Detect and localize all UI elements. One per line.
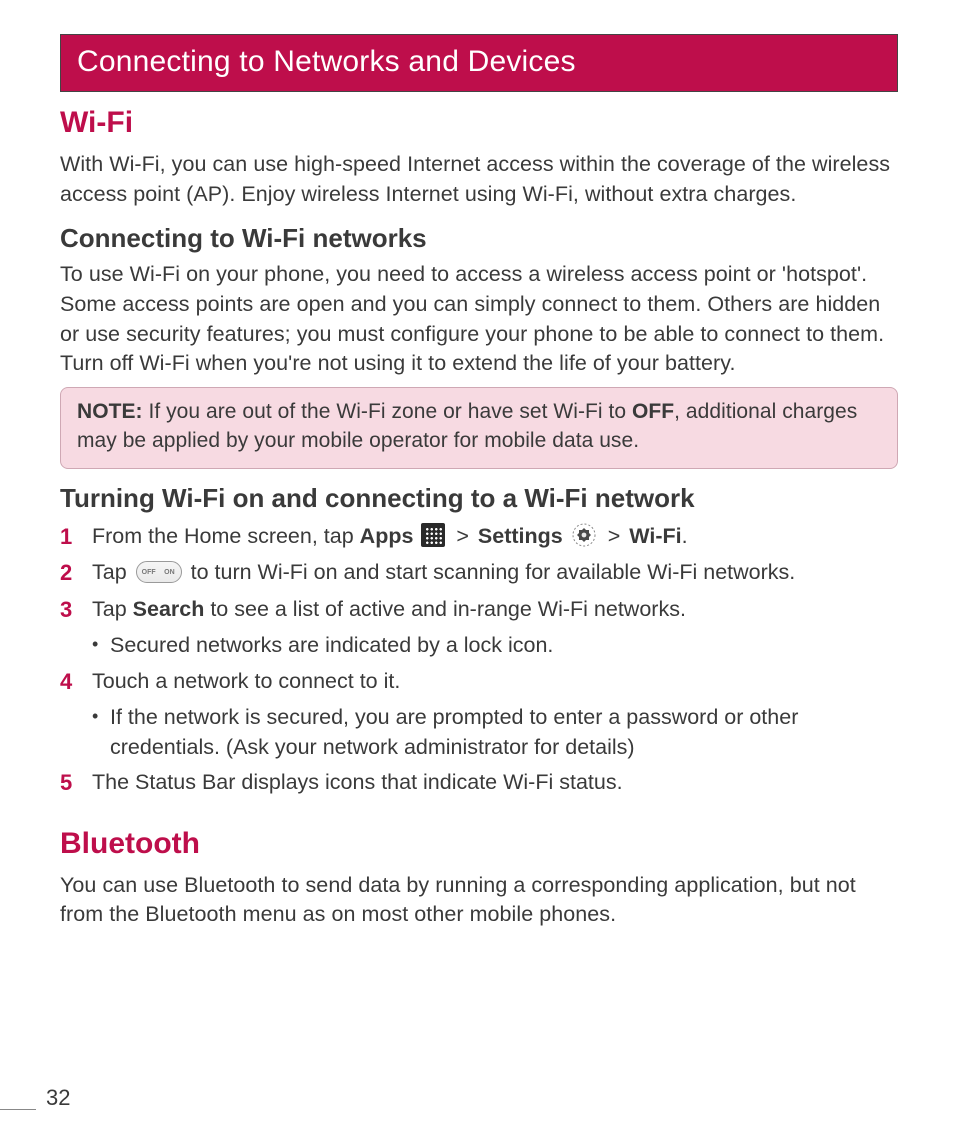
toggle-on-label: ON: [164, 568, 175, 578]
connecting-body-text: To use Wi-Fi on your phone, you need to …: [60, 260, 898, 379]
step-2: 2 Tap OFF ON to turn Wi-Fi on and start …: [60, 558, 898, 588]
step-number: 1: [60, 522, 92, 552]
step-1-text-a: From the Home screen, tap: [92, 524, 360, 548]
note-text-a: If you are out of the Wi-Fi zone or have…: [143, 400, 632, 423]
bluetooth-body-text: You can use Bluetooth to send data by ru…: [60, 871, 898, 930]
page-footer-rule: [0, 1109, 36, 1110]
bullet-icon: •: [92, 703, 110, 730]
step-number: 2: [60, 558, 92, 588]
breadcrumb-separator: >: [456, 524, 475, 548]
search-label: Search: [133, 597, 205, 621]
step-5-text: The Status Bar displays icons that indic…: [92, 768, 898, 798]
turning-on-heading: Turning Wi-Fi on and connecting to a Wi-…: [60, 483, 898, 514]
step-3-bullet: • Secured networks are indicated by a lo…: [92, 631, 898, 661]
wifi-heading: Wi-Fi: [60, 106, 898, 140]
step-4: 4 Touch a network to connect to it.: [60, 667, 898, 697]
section-title-banner: Connecting to Networks and Devices: [60, 34, 898, 92]
connecting-heading: Connecting to Wi-Fi networks: [60, 223, 898, 254]
page-footer: 32: [0, 1085, 70, 1111]
wifi-label: Wi-Fi: [629, 524, 681, 548]
step-number: 4: [60, 667, 92, 697]
step-3-bullet-text: Secured networks are indicated by a lock…: [110, 631, 898, 661]
toggle-off-on-icon: OFF ON: [136, 561, 182, 583]
settings-gear-icon: [571, 522, 597, 548]
apps-label: Apps: [360, 524, 414, 548]
step-3: 3 Tap Search to see a list of active and…: [60, 595, 898, 625]
step-4-bullet: • If the network is secured, you are pro…: [92, 703, 898, 762]
step-1: 1 From the Home screen, tap Apps > Setti…: [60, 522, 898, 552]
page-number: 32: [46, 1085, 70, 1111]
step-4-bullet-text: If the network is secured, you are promp…: [110, 703, 898, 762]
step-number: 3: [60, 595, 92, 625]
note-off-word: OFF: [632, 400, 674, 423]
wifi-intro-text: With Wi-Fi, you can use high-speed Inter…: [60, 150, 898, 209]
toggle-off-label: OFF: [142, 568, 156, 578]
breadcrumb-separator: >: [608, 524, 627, 548]
steps-list: 1 From the Home screen, tap Apps > Setti…: [60, 522, 898, 799]
step-4-text: Touch a network to connect to it.: [92, 667, 898, 697]
bluetooth-heading: Bluetooth: [60, 827, 898, 861]
apps-grid-icon: [421, 523, 445, 547]
bullet-icon: •: [92, 631, 110, 658]
step-2-text-a: Tap: [92, 560, 133, 584]
note-callout: NOTE: If you are out of the Wi-Fi zone o…: [60, 387, 898, 469]
step-number: 5: [60, 768, 92, 798]
note-label: NOTE:: [77, 400, 143, 423]
settings-label: Settings: [478, 524, 563, 548]
step-3-text-a: Tap: [92, 597, 133, 621]
step-2-text-b: to turn Wi-Fi on and start scanning for …: [191, 560, 796, 584]
step-3-text-b: to see a list of active and in-range Wi-…: [204, 597, 686, 621]
step-1-end: .: [682, 524, 688, 548]
step-5: 5 The Status Bar displays icons that ind…: [60, 768, 898, 798]
